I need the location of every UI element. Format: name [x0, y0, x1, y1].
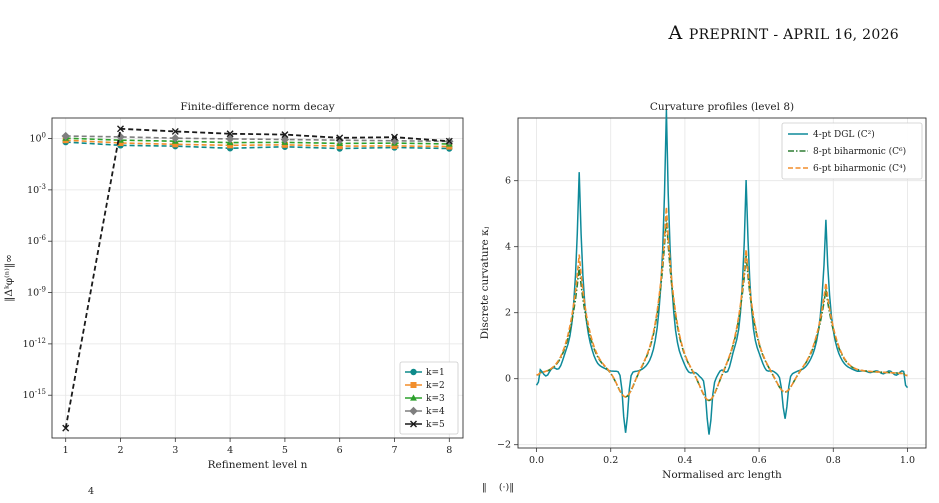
legend-box — [781, 122, 923, 180]
point-k=2-7 — [391, 142, 398, 149]
x-tick-label-3: 3 — [172, 445, 178, 456]
x-tick-label-1: 0.2 — [603, 455, 618, 466]
y-tick-label-3: 4 — [505, 242, 511, 253]
series-line-bi6 — [536, 206, 908, 402]
y-tick-label-3: 10-9 — [27, 286, 46, 299]
y-axis-title: Discrete curvature κⱼ — [479, 226, 491, 339]
series-line-k=2 — [65, 139, 450, 148]
legend-swatch-marker-k=1 — [410, 368, 417, 376]
x-tick-label-2: 2 — [117, 445, 123, 456]
point-k=2-4 — [227, 142, 234, 149]
caption-fragment: 4 ‖ (·)‖ — [88, 482, 514, 497]
x-tick-label-3: 0.6 — [752, 455, 767, 466]
legend-label-k=5: k=5 — [426, 420, 445, 430]
point-k=5-1-b — [62, 424, 70, 432]
y-tick-label-0: 100 — [29, 132, 46, 145]
series-k=5 — [62, 125, 453, 432]
x-axis-title: Refinement level n — [208, 459, 308, 471]
page-header: A preprint - April 16, 2026 — [669, 22, 899, 44]
caption-fragment-right: ‖ (·)‖ — [482, 482, 514, 493]
x-tick-label-4: 4 — [227, 445, 233, 456]
point-k=5-1 — [62, 424, 70, 432]
y-tick-label-0: −2 — [497, 440, 511, 451]
legend-swatch-marker-k=3 — [410, 394, 417, 401]
point-k=5-6-b — [336, 134, 344, 142]
point-k=5-2-b — [117, 125, 124, 133]
point-k=5-7 — [391, 133, 398, 141]
point-k=5-3-b — [171, 127, 179, 135]
y-tick-label-4: 10-12 — [23, 337, 46, 350]
point-k=5-4 — [226, 130, 234, 138]
legend-label-k=2: k=2 — [426, 381, 445, 391]
chart-title: Finite-difference norm decay — [180, 101, 334, 113]
legend-label-bi6: 6-pt biharmonic (C⁴) — [813, 163, 906, 174]
legend-swatch-marker-k=4 — [409, 406, 418, 416]
point-k=5-7-b — [391, 133, 398, 141]
point-k=5-2 — [117, 125, 124, 133]
legend-swatch-marker-k=5-b — [410, 420, 417, 428]
y-tick-label-4: 6 — [505, 176, 511, 187]
point-k=4-1 — [61, 131, 70, 141]
y-axis-title: ‖Δᵏφ⁽ⁿ⁾‖∞ — [3, 254, 16, 302]
legend-swatch-marker-k=5 — [410, 420, 417, 428]
y-tick-label-2: 2 — [505, 308, 511, 319]
legend-label-dgl: 4-pt DGL (C²) — [813, 129, 875, 140]
plot-frame — [51, 117, 464, 439]
x-tick-label-8: 8 — [446, 445, 452, 456]
point-k=5-5 — [281, 131, 289, 139]
x-tick-label-6: 6 — [337, 445, 343, 456]
y-tick-label-2: 10-6 — [27, 234, 46, 247]
x-axis-title: Normalised arc length — [662, 469, 782, 481]
x-tick-label-2: 0.4 — [677, 455, 692, 466]
point-k=5-5-b — [281, 131, 289, 139]
x-tick-label-4: 0.8 — [826, 455, 841, 466]
legend-swatch-marker-k=2 — [410, 382, 417, 388]
point-k=4-3 — [171, 133, 180, 143]
point-k=2-2 — [117, 139, 124, 146]
series-line-k=1 — [65, 141, 450, 150]
header-text: preprint - April 16, 2026 — [688, 27, 899, 43]
point-k=5-8 — [445, 137, 453, 145]
chart-norm-decay: 1 2 3 4 5 6 7 8 100 10-3 10-6 10-9 10-12 10-15 Finite-… — [3, 101, 464, 471]
point-k=5-8-b — [445, 137, 453, 145]
y-tick-label-5: 10-15 — [23, 388, 46, 401]
plot-frame — [517, 117, 927, 449]
point-k=4-2 — [116, 132, 125, 142]
point-k=5-4-b — [226, 130, 234, 138]
point-k=5-6 — [336, 134, 344, 142]
legend: k=1 k=2 k=3 k=4 k=5 — [399, 361, 459, 435]
legend: 4-pt DGL (C²) 8-pt biharmonic (C⁶) 6-pt bi… — [781, 122, 923, 180]
x-tick-label-5: 1.0 — [900, 455, 915, 466]
legend-box — [399, 361, 459, 435]
legend-label-bi8: 8-pt biharmonic (C⁶) — [813, 146, 906, 157]
series-line-dgl — [535, 109, 909, 435]
legend-label-k=3: k=3 — [426, 394, 445, 404]
x-tick-label-1: 1 — [63, 445, 69, 456]
x-tick-label-0: 0.0 — [529, 455, 544, 466]
y-tick-label-1: 0 — [505, 374, 511, 385]
caption-fragment-left: 4 — [88, 486, 94, 497]
chart-title: Curvature profiles (level 8) — [650, 101, 794, 113]
series-line-k=5 — [64, 127, 450, 429]
point-k=2-6 — [336, 143, 343, 150]
point-k=2-3 — [172, 141, 179, 148]
point-k=5-3 — [171, 127, 179, 135]
header-prefix: A — [668, 22, 683, 44]
chart-curvature: 0.0 0.2 0.4 0.6 0.8 1.0 −2 0 2 4 6 Curvature profil… — [479, 101, 927, 481]
point-k=4-6 — [335, 135, 344, 145]
y-tick-label-1: 10-3 — [27, 183, 46, 196]
x-tick-label-5: 5 — [282, 445, 288, 456]
legend-label-k=1: k=1 — [426, 368, 445, 378]
series-line-bi8 — [536, 216, 908, 402]
legend-label-k=4: k=4 — [426, 407, 445, 417]
x-tick-label-7: 7 — [391, 445, 397, 456]
